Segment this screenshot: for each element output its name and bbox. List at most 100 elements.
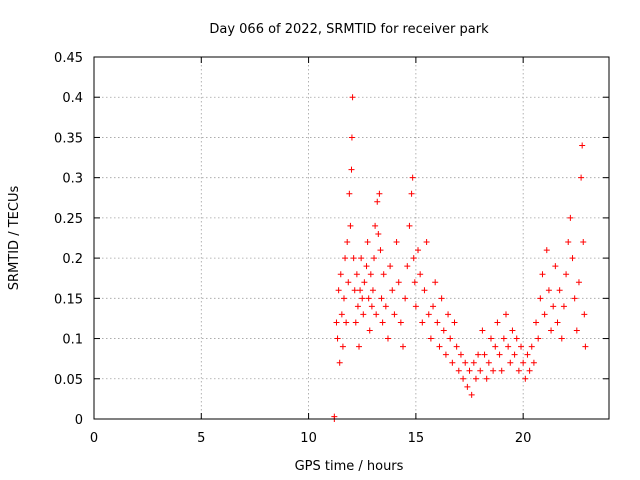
data-point (468, 391, 475, 398)
data-point (552, 263, 559, 270)
data-point (464, 383, 471, 390)
data-point (357, 287, 364, 294)
y-tick-label: 0.15 (54, 292, 83, 307)
data-point (438, 295, 445, 302)
data-point (472, 375, 479, 382)
y-tick-label: 0.25 (54, 212, 83, 227)
data-point (347, 222, 354, 229)
data-point (353, 271, 360, 278)
data-point (379, 319, 386, 326)
data-point (389, 287, 396, 294)
grid-lines (94, 57, 609, 419)
data-point (498, 367, 505, 374)
y-tick-label: 0.3 (62, 172, 83, 187)
x-tick-label: 20 (515, 431, 532, 446)
data-points (331, 94, 589, 422)
data-point (563, 271, 570, 278)
data-point (365, 295, 372, 302)
tick-labels: 0 0.05 0.1 0.15 0.2 0.25 0.3 0.35 0.4 0.45 0 5 10 15 2… (54, 51, 531, 446)
data-point (377, 247, 384, 254)
x-tick-label: 0 (90, 431, 98, 446)
data-point (393, 239, 400, 246)
data-point (395, 279, 402, 286)
data-point (408, 190, 415, 197)
data-point (558, 335, 565, 342)
y-axis-label: SRMTID / TECUs (7, 186, 22, 291)
data-point (361, 279, 368, 286)
data-point (483, 375, 490, 382)
data-point (580, 239, 587, 246)
data-point (550, 303, 557, 310)
data-point (409, 174, 416, 181)
data-point (505, 343, 512, 350)
data-point (402, 295, 409, 302)
data-point (376, 190, 383, 197)
data-point (535, 335, 542, 342)
data-point (415, 247, 422, 254)
data-point (526, 367, 533, 374)
y-tick-label: 0.1 (62, 333, 83, 348)
data-point (337, 271, 344, 278)
data-point (358, 255, 365, 262)
data-point (354, 303, 361, 310)
data-point (432, 279, 439, 286)
data-point (374, 198, 381, 205)
data-point (363, 263, 370, 270)
data-point (460, 375, 467, 382)
data-point (481, 351, 488, 358)
data-point (423, 239, 430, 246)
data-point (560, 303, 567, 310)
data-point (571, 295, 578, 302)
data-point (556, 287, 563, 294)
data-point (434, 319, 441, 326)
data-point (411, 279, 418, 286)
data-point (384, 335, 391, 342)
data-point (496, 351, 503, 358)
data-point (368, 303, 375, 310)
data-point (366, 327, 373, 334)
data-point (507, 359, 514, 366)
x-axis-label: GPS time / hours (295, 459, 404, 474)
data-point (582, 343, 589, 350)
data-point (537, 295, 544, 302)
data-point (447, 335, 454, 342)
data-point (378, 295, 385, 302)
data-point (338, 311, 345, 318)
data-point (342, 255, 349, 262)
data-point (509, 327, 516, 334)
data-point (475, 351, 482, 358)
y-tick-label: 0.35 (54, 131, 83, 146)
data-point (417, 271, 424, 278)
data-point (530, 359, 537, 366)
data-point (349, 94, 356, 101)
data-point (470, 359, 477, 366)
data-point (565, 239, 572, 246)
data-point (466, 367, 473, 374)
data-point (541, 311, 548, 318)
data-point (554, 319, 561, 326)
data-point (352, 319, 359, 326)
y-tick-label: 0.45 (54, 51, 83, 66)
data-point (515, 367, 522, 374)
data-point (412, 303, 419, 310)
data-point (372, 222, 379, 229)
data-point (581, 311, 588, 318)
data-point (578, 174, 585, 181)
data-point (348, 166, 355, 173)
data-point (492, 343, 499, 350)
axis-ticks (93, 56, 609, 420)
data-point (351, 287, 358, 294)
data-point (453, 343, 460, 350)
data-point (539, 271, 546, 278)
plot-frame (93, 56, 610, 420)
data-point (406, 222, 413, 229)
data-point (344, 239, 351, 246)
data-point (494, 319, 501, 326)
data-point (371, 255, 378, 262)
data-point (513, 335, 520, 342)
data-point (573, 327, 580, 334)
data-point (442, 351, 449, 358)
data-point (524, 351, 531, 358)
data-point (425, 311, 432, 318)
